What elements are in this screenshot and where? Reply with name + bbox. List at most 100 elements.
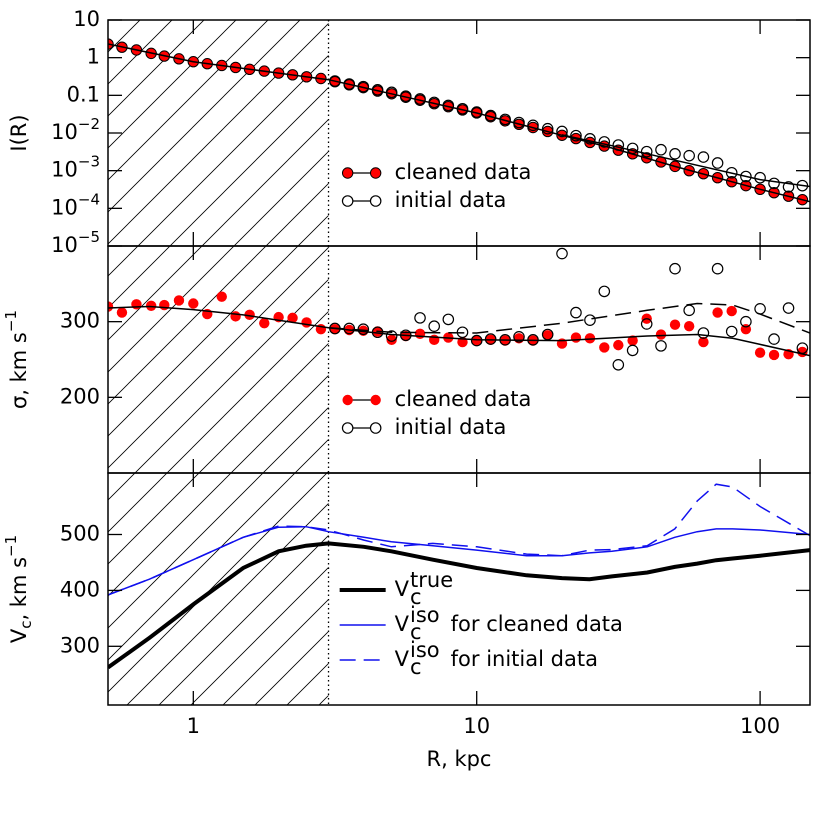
legend-marker: [369, 167, 382, 179]
legend-label: initial data: [395, 415, 507, 439]
legend-marker: [342, 394, 353, 406]
y-axis-label-part: V: [7, 628, 31, 643]
curve: [108, 483, 810, 596]
filled-point: [627, 335, 638, 346]
filled-point: [754, 347, 766, 358]
y-tick-label: 300: [60, 309, 100, 333]
open-point: [740, 315, 752, 328]
curve: [328, 302, 810, 334]
filled-point: [414, 328, 426, 339]
open-point: [442, 313, 455, 326]
open-point: [329, 75, 341, 87]
legend-label-rest: for cleaned data: [451, 612, 623, 636]
x-axis-label: R, kpc: [427, 747, 492, 771]
open-point: [626, 344, 639, 357]
filled-point: [698, 336, 709, 348]
filled-point: [471, 335, 482, 346]
legend-label-sub: c: [410, 655, 422, 679]
legend-label-sub: c: [410, 620, 422, 644]
filled-point: [726, 305, 737, 317]
curve: [108, 541, 810, 670]
open-point: [782, 302, 795, 314]
y-tick-label: 10−3: [51, 152, 100, 182]
filled-point: [329, 324, 341, 335]
open-point: [683, 149, 695, 162]
y-axis-label: σ, km s−1: [2, 310, 32, 409]
open-point: [556, 125, 568, 138]
y-axis-label: Vc, km s−1: [2, 535, 35, 643]
open-point: [768, 177, 780, 190]
filled-point: [301, 317, 312, 328]
curve: [561, 134, 810, 188]
open-point: [541, 122, 554, 135]
open-point: [584, 133, 596, 145]
curve: [108, 525, 810, 596]
curve: [108, 305, 810, 357]
legend-label: initial data: [395, 188, 507, 212]
open-point: [428, 320, 441, 333]
y-axis-label-part: −1: [2, 310, 20, 332]
plot-area: [108, 473, 810, 705]
filled-point: [599, 342, 610, 353]
filled-point: [116, 307, 128, 318]
open-point: [598, 136, 611, 148]
filled-point: [230, 311, 241, 322]
open-point: [414, 312, 426, 324]
y-tick-label: 400: [60, 577, 100, 601]
open-point: [725, 166, 738, 179]
filled-point: [131, 299, 142, 310]
plot-area: [108, 20, 810, 246]
open-point: [655, 340, 667, 352]
filled-point: [108, 301, 114, 312]
y-tick-label: 10−4: [51, 190, 100, 220]
y-tick-label: 0.1: [67, 82, 100, 106]
panel-frame: [107, 472, 811, 706]
open-point: [640, 145, 653, 158]
filled-point: [613, 339, 624, 351]
x-tick-label: 1: [187, 714, 200, 738]
legend-marker: [369, 422, 382, 434]
open-point: [697, 327, 710, 339]
y-tick-label: 10−2: [51, 115, 100, 145]
open-point: [669, 262, 681, 275]
open-point: [725, 325, 738, 338]
open-point: [740, 170, 752, 183]
y-tick-label: 300: [60, 633, 100, 657]
open-point: [584, 314, 596, 326]
y-tick-label: 10: [73, 7, 100, 31]
excluded-region: [108, 473, 329, 705]
open-point: [768, 333, 780, 345]
legend-marker: [341, 422, 354, 434]
legend-label: cleaned data: [395, 387, 532, 411]
filled-point: [655, 329, 667, 340]
filled-point: [542, 330, 553, 341]
y-axis-label-part: σ, km s: [7, 332, 31, 409]
legend-label-sup: iso: [410, 603, 440, 627]
open-point: [570, 129, 582, 142]
open-point: [484, 333, 497, 345]
excluded-region: [108, 20, 329, 246]
open-point: [669, 148, 681, 160]
open-point: [385, 330, 398, 342]
y-tick-label: 500: [60, 521, 100, 545]
y-tick-label: 1: [87, 45, 100, 69]
open-point: [697, 151, 710, 163]
y-axis-label-part: −1: [2, 535, 20, 557]
filled-point: [259, 317, 270, 329]
open-point: [612, 358, 625, 371]
open-point: [655, 143, 667, 156]
open-point: [598, 285, 611, 298]
open-point: [527, 119, 539, 132]
open-point: [711, 262, 724, 275]
filled-point: [244, 309, 255, 321]
y-tick-label: 200: [60, 384, 100, 408]
legend-label: V: [395, 577, 410, 601]
filled-point: [570, 332, 582, 343]
legend-label: V: [395, 647, 410, 671]
legend-marker: [341, 167, 354, 179]
filled-point: [287, 312, 298, 324]
filled-point: [386, 334, 397, 346]
y-axis-label: I(R): [7, 114, 31, 151]
legend-label: V: [395, 612, 410, 636]
